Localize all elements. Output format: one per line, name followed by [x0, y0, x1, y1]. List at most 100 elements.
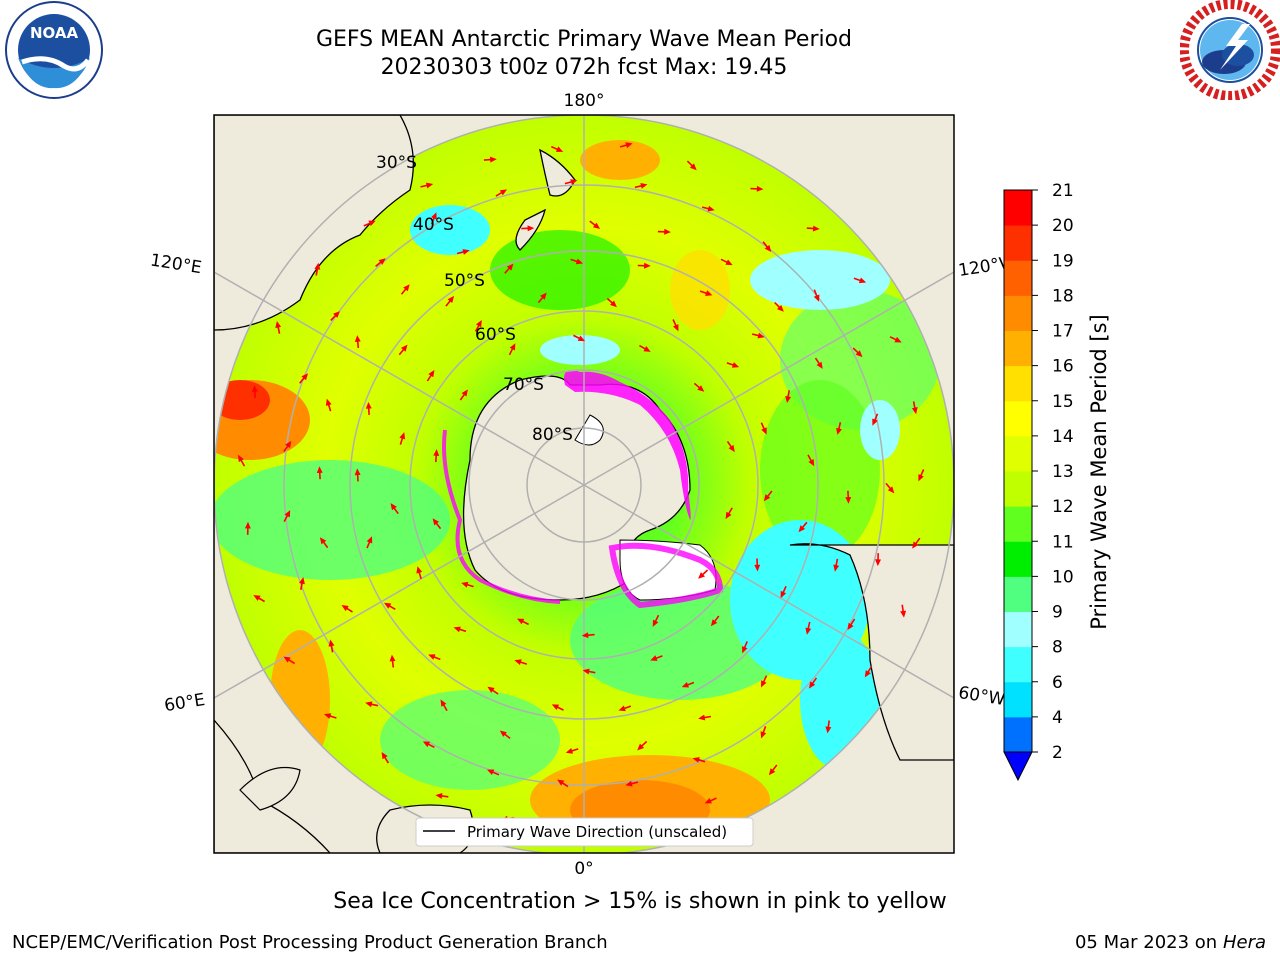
wave-arrow-head: [428, 370, 435, 378]
lat-label-70s: 70°S: [503, 375, 544, 395]
noaa-logo-text: NOAA: [30, 24, 79, 42]
wave-arrow-head: [894, 336, 902, 343]
wave-arrow-head: [540, 292, 547, 300]
wave-arrow-head: [912, 541, 919, 549]
wave-arrow-head: [918, 474, 924, 482]
colorbar-segment: [1004, 576, 1032, 612]
colorbar-tick-label: 11: [1052, 532, 1074, 552]
colorbar-tick-label: 15: [1052, 392, 1074, 412]
colorbar-tick-label: 10: [1052, 567, 1074, 587]
colorbar-tick-label: 9: [1052, 603, 1063, 623]
wave-arrow-head: [610, 300, 617, 308]
wave-arrow-head: [499, 189, 507, 196]
new-zealand-landmass: [515, 148, 576, 251]
lat-label-40s: 40°S: [413, 215, 454, 235]
colorbar-tick-label: 19: [1052, 251, 1074, 271]
wave-arrow-head: [244, 521, 251, 529]
wave-arrow-head: [697, 385, 705, 392]
lon-label-60w: 60°W: [957, 683, 1007, 710]
wave-arrow-head: [422, 741, 431, 748]
graticule: [214, 115, 954, 853]
wave-arrow-head: [283, 656, 291, 663]
wave-arrow-head: [761, 680, 767, 688]
wave-arrow-head: [710, 619, 718, 627]
wave-arrow-head: [900, 610, 907, 618]
wave-arrow-head: [581, 632, 589, 639]
lon-label-180: 180°: [564, 91, 605, 111]
colorbar-segment: [1004, 681, 1032, 718]
credit-text: NCEP/EMC/Verification Post Processing Pr…: [12, 932, 608, 953]
wave-arrow-head: [847, 622, 854, 630]
wave-arrow-head: [825, 726, 832, 734]
wave-arrow-head: [911, 407, 918, 415]
lon-label-60e: 60°E: [163, 690, 207, 716]
wave-arrow-head: [872, 418, 878, 426]
figure-title: GEFS MEAN Antarctic Primary Wave Mean Pe…: [315, 27, 853, 52]
wave-arrow-head: [462, 249, 470, 255]
wave-arrow-head: [618, 705, 626, 712]
wave-arrow-head: [378, 258, 386, 265]
wave-arrow-head: [816, 361, 823, 369]
wave-arrow-head: [785, 396, 792, 403]
wave-arrow-head: [833, 564, 840, 572]
wave-arrow-head: [514, 659, 522, 665]
date-text: 05 Mar 2023 on Hera: [1075, 932, 1266, 953]
wave-arrow-head: [490, 156, 497, 163]
wave-arrow-head: [808, 459, 815, 467]
wave-arrow-head: [813, 294, 820, 302]
colorbar-tick-label: 6: [1052, 673, 1063, 693]
wave-arrow-head: [461, 581, 469, 588]
wave-arrow-head: [440, 699, 447, 707]
wave-arrow-head: [285, 440, 292, 449]
date-value: 05 Mar 2023 on: [1074, 932, 1218, 953]
wave-arrow-head: [461, 389, 468, 397]
wave-arrow-head: [707, 205, 715, 212]
wave-arrow-head: [673, 324, 679, 332]
colorbar-segment: [1004, 190, 1032, 226]
wave-arrow-head: [432, 518, 439, 526]
legend-label: Primary Wave Direction (unscaled): [467, 823, 727, 841]
colorbar-tick-label: 2: [1052, 743, 1063, 763]
wave-arrow-head: [644, 262, 651, 269]
wave-arrow-head: [625, 142, 633, 149]
wave-arrow-head: [401, 344, 408, 352]
wave-arrow-head: [381, 752, 388, 760]
wave-arrow-head: [777, 305, 784, 312]
wave-arrow-head: [499, 730, 507, 737]
wave-arrow-head: [640, 183, 648, 189]
sea-ice-caption: Sea Ice Concentration > 15% is shown in …: [333, 889, 947, 914]
colorbar-segment: [1004, 295, 1032, 331]
colorbar-tick-label: 18: [1052, 286, 1074, 306]
colorbar-tick-label: 14: [1052, 427, 1074, 447]
wave-arrow-head: [692, 757, 700, 763]
lat-label-80s: 80°S: [532, 425, 573, 445]
wave-arrow-head: [253, 595, 261, 601]
wave-arrow-head: [319, 537, 327, 545]
wave-arrow-head: [756, 185, 764, 192]
wave-arrow-head: [284, 510, 291, 518]
wave-arrow-head: [316, 466, 323, 473]
sea-ice-edge: [564, 370, 691, 520]
wave-arrow-head: [731, 362, 740, 368]
wave-arrow-head: [570, 179, 578, 185]
lat-label-50s: 50°S: [444, 271, 485, 291]
wave-arrow-head: [836, 427, 842, 435]
map-panel: Primary Wave Direction (unscaled): [214, 115, 954, 853]
wave-arrow-head: [366, 536, 373, 544]
wave-arrow-head: [845, 497, 852, 504]
map-legend: Primary Wave Direction (unscaled): [415, 817, 754, 847]
wave-arrow-head: [428, 654, 436, 660]
lat-label-30s: 30°S: [376, 153, 417, 173]
wave-arrow-head: [625, 780, 633, 787]
colorbar-segment: [1004, 400, 1032, 437]
wave-arrow-head: [557, 779, 565, 786]
wave-arrow-head: [757, 332, 765, 339]
wave-arrow-head: [582, 668, 590, 675]
wave-arrow-head: [593, 222, 601, 229]
noaa-logo: NOAA: [5, 1, 103, 99]
wave-arrow-head: [754, 564, 761, 572]
colorbar-extend-arrow: [1003, 751, 1033, 782]
wave-arrow-head: [664, 228, 671, 235]
wave-arrow-head: [487, 769, 495, 775]
colorbar-segment: [1004, 506, 1032, 542]
